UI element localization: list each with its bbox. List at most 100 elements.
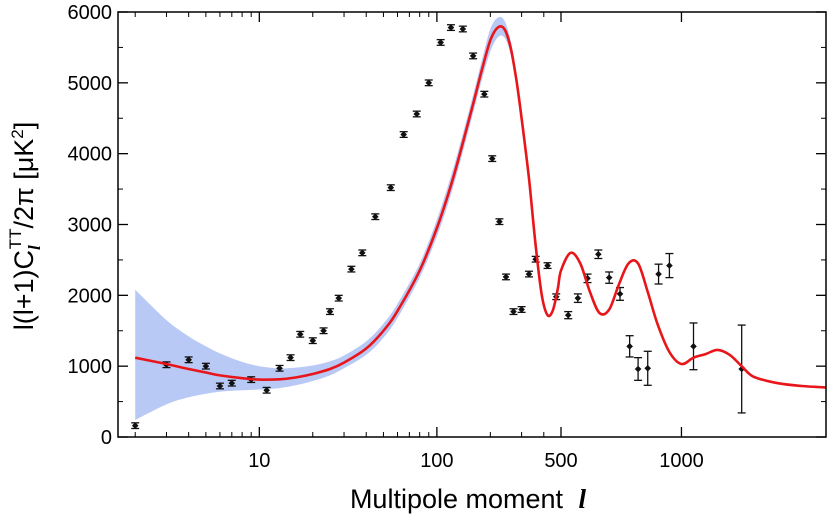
y-tick-label: 3000 (68, 215, 113, 237)
point-marker (690, 343, 697, 350)
point-marker (326, 308, 334, 315)
y-axis-close: ] (9, 122, 39, 130)
y-axis-prefix: l(l+1)C (9, 250, 39, 330)
data-point (227, 379, 236, 387)
point-marker (574, 294, 582, 302)
data-point (625, 335, 634, 358)
point-marker (459, 25, 467, 33)
point-marker (400, 131, 407, 138)
point-marker (228, 379, 236, 387)
x-axis-title: Multipole moment l (350, 484, 587, 514)
data-point (201, 362, 210, 370)
y-axis-unit-power: 2 (8, 129, 27, 138)
model-curve-layer (134, 25, 827, 389)
data-point (131, 422, 140, 430)
point-marker (666, 262, 673, 269)
data-point (184, 356, 193, 364)
data-point (616, 286, 625, 301)
model-curve (134, 25, 827, 389)
data-point (564, 310, 573, 320)
y-axis-title: l(l+1)ClTT/2π [μK2] (6, 122, 44, 330)
data-point (543, 262, 552, 270)
point-marker (655, 270, 662, 278)
data-point (509, 308, 518, 316)
point-marker (595, 250, 602, 258)
y-tick-label: 0 (101, 427, 112, 449)
point-marker (510, 308, 517, 315)
y-tick-label: 4000 (68, 144, 113, 166)
point-marker (425, 79, 433, 87)
point-marker (605, 274, 613, 281)
data-point (458, 25, 467, 33)
data-point (665, 252, 674, 279)
data-point (605, 271, 614, 284)
data-point (308, 337, 317, 345)
x-axis-label: Multipole moment (350, 484, 564, 514)
data-point (524, 270, 533, 278)
point-marker (518, 306, 525, 313)
point-marker (216, 382, 224, 390)
uncertainty-band (135, 16, 522, 420)
data-point (495, 218, 504, 226)
data-point (296, 330, 305, 338)
x-tick-label: 1000 (659, 450, 704, 472)
uncertainty-band-layer (135, 16, 522, 420)
data-point (334, 294, 343, 302)
data-point (347, 265, 356, 273)
point-marker (287, 354, 294, 361)
point-marker (584, 275, 591, 282)
y-axis-superscript: TT (6, 228, 25, 249)
x-tick-label: 10 (248, 450, 270, 472)
point-marker (626, 343, 633, 350)
point-marker (387, 184, 395, 191)
point-marker (496, 218, 503, 225)
data-point (371, 213, 380, 221)
y-tick-label: 5000 (68, 73, 113, 95)
data-point (358, 249, 367, 257)
y-tick-label: 1000 (68, 356, 113, 378)
point-marker (437, 39, 444, 46)
point-marker (413, 110, 421, 118)
axis-ticks-layer: 10 100 500 1000 0 1000 2000 3000 4000 5000 6000 (68, 2, 826, 472)
point-marker (185, 356, 192, 364)
x-tick-label: 500 (544, 450, 577, 472)
point-marker (131, 422, 139, 429)
x-tick-label: 100 (420, 450, 453, 472)
data-point (488, 155, 497, 163)
data-point (436, 38, 445, 46)
point-marker (544, 262, 551, 269)
point-marker (348, 265, 355, 273)
point-marker (644, 364, 652, 372)
data-point (319, 327, 328, 335)
point-marker (616, 290, 624, 298)
data-point (654, 263, 663, 285)
data-point (517, 306, 526, 313)
point-marker (358, 249, 366, 257)
data-point (424, 79, 433, 87)
data-point (215, 382, 224, 390)
data-point (634, 357, 643, 381)
point-marker (276, 364, 283, 372)
point-marker (372, 213, 379, 221)
data-point (643, 350, 652, 386)
y-axis-subscript: l (25, 245, 44, 250)
y-tick-label: 6000 (68, 2, 113, 24)
data-point (501, 273, 510, 281)
point-marker (263, 386, 270, 394)
point-marker (296, 330, 304, 338)
data-point (399, 131, 408, 139)
point-marker (335, 294, 343, 302)
y-axis-suffix: /2π [μK (9, 139, 39, 229)
point-marker (481, 90, 488, 98)
data-point (286, 354, 295, 362)
data-point (573, 293, 582, 304)
data-point (689, 322, 698, 371)
point-marker (469, 52, 477, 60)
data-point (275, 364, 284, 372)
point-marker (634, 365, 642, 373)
point-marker (488, 155, 496, 162)
point-marker (447, 24, 455, 31)
point-marker (320, 327, 327, 335)
data-point (412, 110, 421, 118)
